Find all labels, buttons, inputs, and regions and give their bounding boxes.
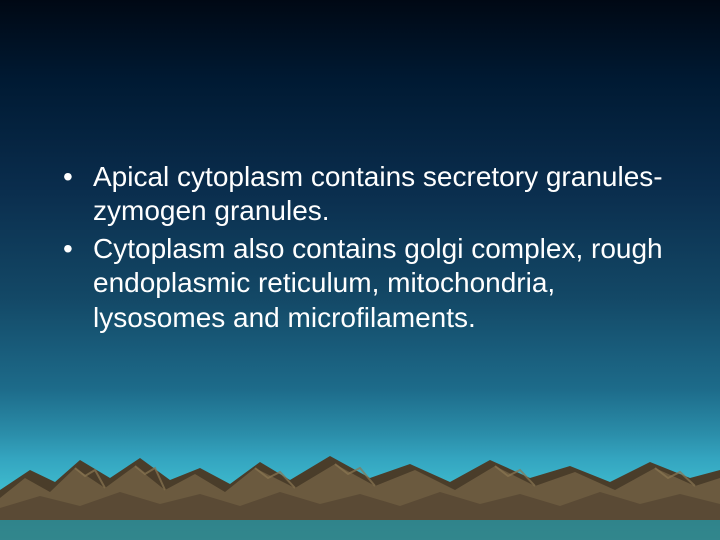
list-item: Cytoplasm also contains golgi complex, r… bbox=[55, 232, 665, 334]
slide: Apical cytoplasm contains secretory gran… bbox=[0, 0, 720, 540]
bullet-list: Apical cytoplasm contains secretory gran… bbox=[55, 160, 665, 335]
mountain-decoration bbox=[0, 420, 720, 540]
list-item: Apical cytoplasm contains secretory gran… bbox=[55, 160, 665, 228]
content-area: Apical cytoplasm contains secretory gran… bbox=[55, 160, 665, 339]
